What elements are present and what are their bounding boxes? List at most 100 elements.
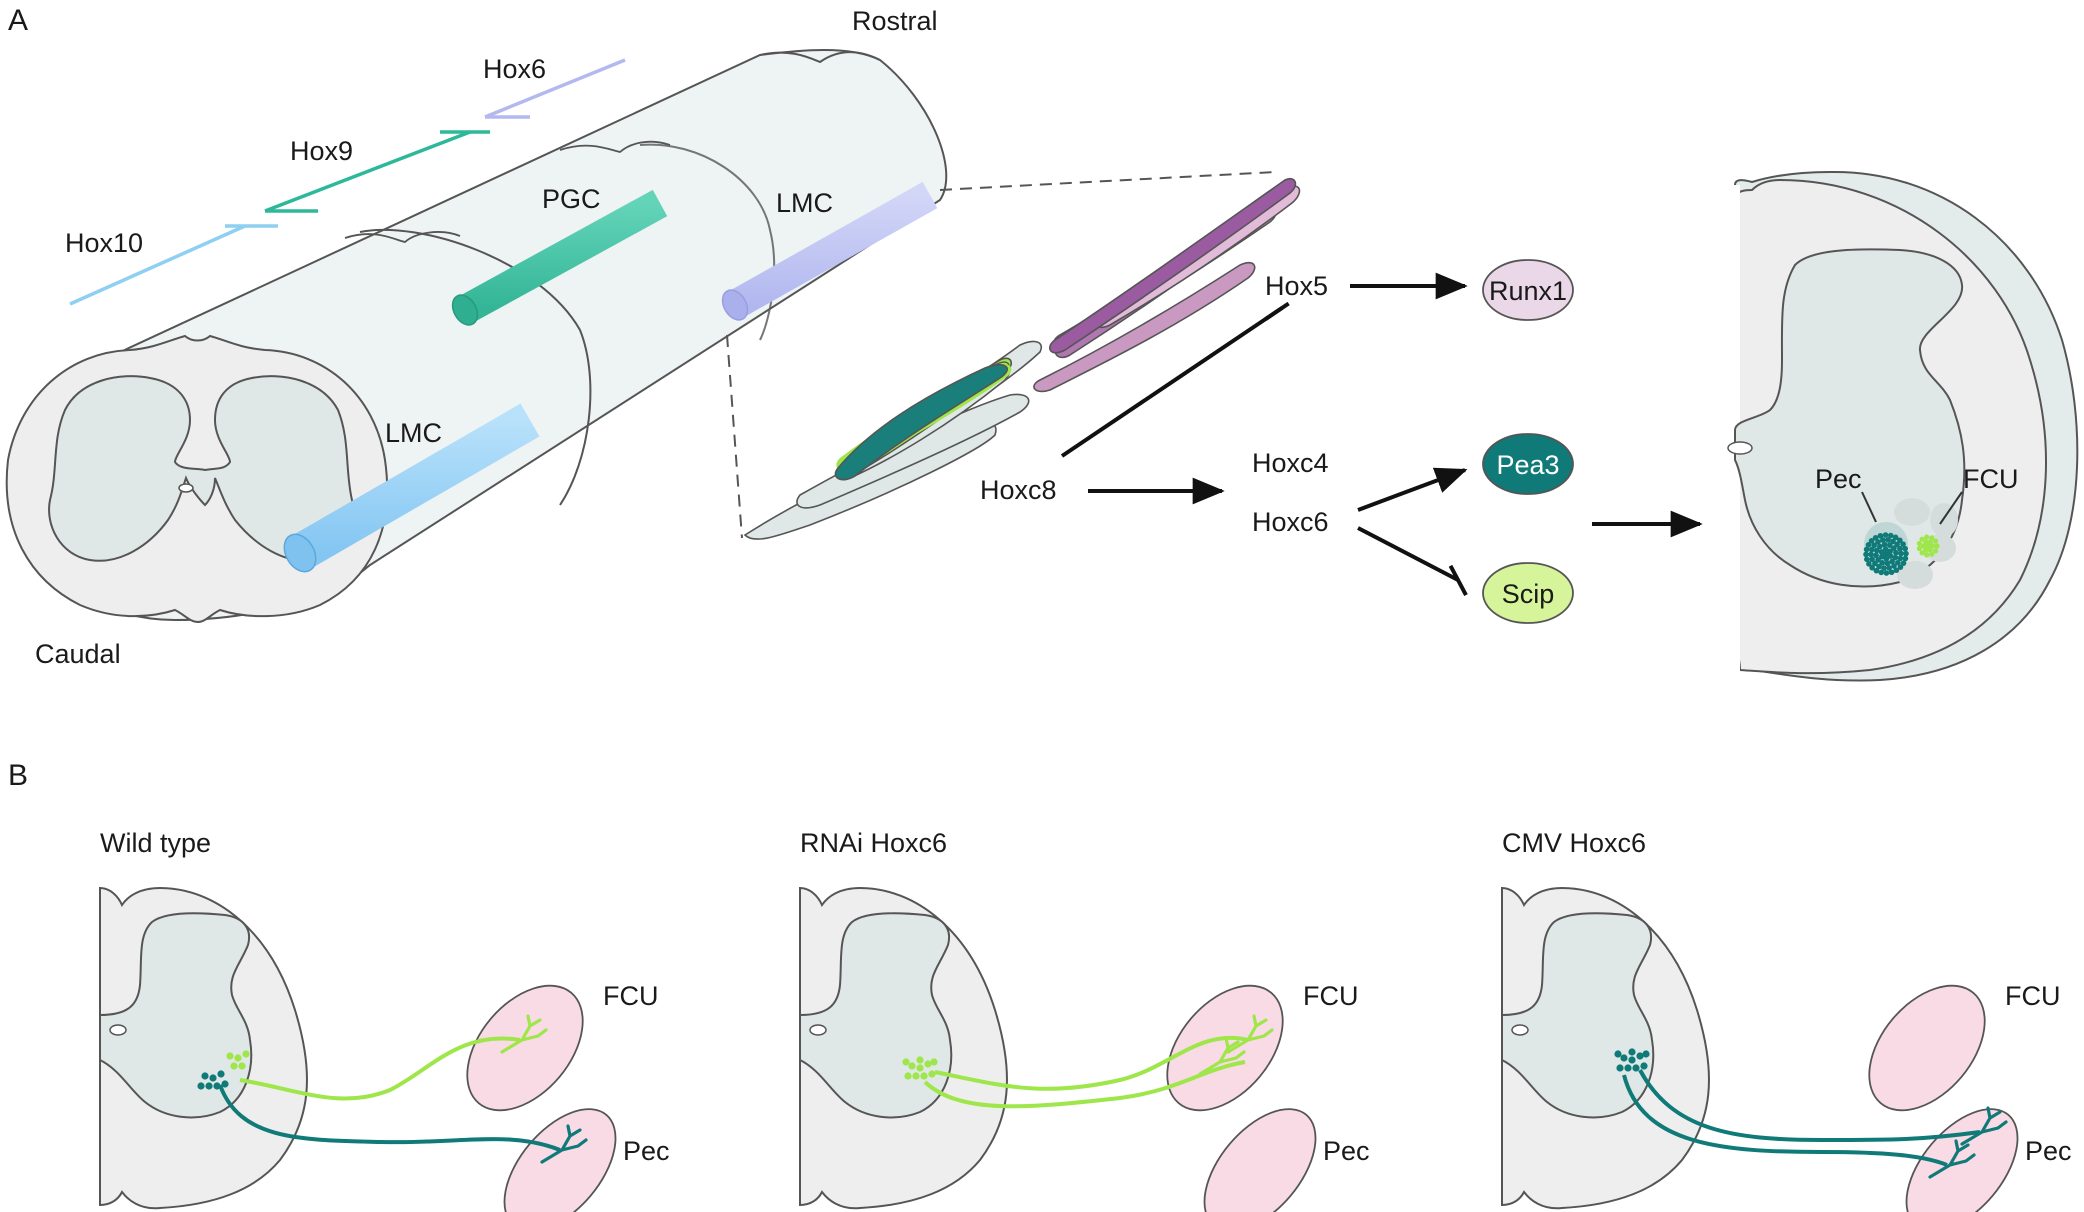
fcu-neuron-dot — [1925, 543, 1931, 549]
hox10-label: Hox10 — [65, 228, 143, 258]
pec-muscle-label: Pec — [623, 1136, 670, 1166]
pec-neuron-dot — [1614, 1050, 1622, 1058]
hoxc8-label: Hoxc8 — [980, 475, 1057, 505]
pec-neuron-dot — [221, 1080, 229, 1088]
pec-neuron-dot — [1876, 563, 1882, 570]
pec-neuron-dot — [1873, 547, 1880, 554]
fcu-neuron-dot — [1923, 547, 1929, 553]
pec-neuron-dot — [1636, 1052, 1644, 1060]
pec-neuron-dot — [1877, 543, 1883, 550]
fcu-neuron-dot — [1920, 543, 1927, 549]
pec-muscle — [1203, 1108, 1317, 1212]
pec-muscle-label: Pec — [2025, 1136, 2072, 1166]
fcu-neuron-dot — [1924, 552, 1930, 558]
pec-neuron-dot — [1882, 546, 1889, 553]
fcu-muscle-label: FCU — [1303, 981, 1359, 1011]
pec-neuron-dot — [1878, 549, 1885, 555]
pec-neuron-dot — [1882, 532, 1889, 538]
zoom-line-top — [939, 171, 1276, 191]
right-hemicord: Pec FCU — [1727, 170, 2079, 690]
hoxc6-pea3-arrow — [1357, 467, 1468, 512]
fcu-neuron-dot — [1929, 551, 1935, 557]
hox5-label: Hox5 — [1265, 271, 1328, 301]
pec-neuron-dot — [1902, 555, 1909, 562]
runx1-label: Runx1 — [1489, 276, 1567, 306]
pec-neuron-dot — [213, 1082, 221, 1090]
lmc-rostral-column — [721, 181, 938, 321]
pec-neuron-dot — [1875, 539, 1881, 545]
caudal-cross-section — [5, 334, 389, 624]
pgc-label: PGC — [542, 184, 601, 214]
pea3-node — [1482, 433, 1574, 495]
pec-neuron-dot — [1892, 554, 1899, 561]
pec-neuron-dot — [1863, 556, 1870, 563]
hoxc6-label: Hoxc6 — [1252, 507, 1329, 537]
fcu-neuron-dot — [238, 1062, 246, 1070]
fcu-neuron-dot — [1932, 538, 1939, 544]
axon-branch — [1960, 1106, 2008, 1146]
grey-matter — [1501, 912, 1655, 1119]
pec-neuron-dot — [1884, 560, 1891, 567]
condition-title: CMV Hoxc6 — [1502, 828, 1646, 858]
hox6-label: Hox6 — [483, 54, 546, 84]
fcu-axon — [239, 1036, 521, 1101]
grey-matter — [99, 912, 253, 1119]
fcu-neuron-dot — [1927, 547, 1933, 553]
central-canal — [1511, 1024, 1529, 1036]
axon-branch — [1928, 1139, 1976, 1179]
pec-neuron-dot — [1642, 1050, 1650, 1058]
lmc-caudal-column — [283, 403, 540, 573]
pec-neuron-dot — [1887, 532, 1894, 539]
regulatory-network: Hox5 Runx1 Hoxc8 Hoxc4 Hoxc6 Pea3 Scip — [980, 259, 1703, 624]
pec-muscle — [1905, 1108, 2019, 1212]
pec-neuron-dot — [1886, 542, 1893, 548]
pec-neuron-dot — [1892, 534, 1899, 541]
pgc-column — [451, 189, 668, 326]
motor-pool-zoom — [743, 177, 1301, 540]
pec-neuron-dot — [1887, 548, 1893, 555]
fcu-neuron-dot — [1924, 534, 1930, 540]
fcu-neuron-dot — [904, 1072, 912, 1080]
fcu-neuron-dot — [924, 1060, 932, 1068]
fcu-neuron-dot — [1929, 543, 1936, 549]
pec-muscle — [503, 1108, 617, 1212]
pea3-label: Pea3 — [1496, 450, 1559, 480]
scip-label: Scip — [1502, 579, 1555, 609]
runx1-node — [1482, 259, 1574, 321]
pec-neuron-dot — [197, 1082, 205, 1090]
pec-neuron-dot — [1903, 550, 1909, 557]
pec-neuron-dot — [1902, 545, 1909, 552]
pec-neuron-dot — [1885, 537, 1891, 543]
pec-neuron-dot — [1883, 555, 1890, 562]
condition-title: Wild type — [100, 828, 211, 858]
pec-neuron-dot — [1628, 1048, 1636, 1056]
fcu-neuron-dot — [230, 1062, 238, 1070]
pec-neuron-dot — [1875, 557, 1881, 563]
fcu-axon — [934, 1035, 1249, 1091]
fcu-muscle — [466, 984, 584, 1112]
pec-neuron-dot — [1628, 1056, 1636, 1064]
pec-neuron-dot — [1869, 564, 1875, 571]
pec-neuron-dot — [1878, 569, 1885, 576]
pec-neuron-dot — [1869, 556, 1875, 563]
pec-neuron-dot — [1879, 553, 1885, 560]
fcu-neuron-dot — [920, 1072, 928, 1080]
pec-neuron-dot — [1863, 551, 1869, 558]
pec-neuron-dot — [1868, 551, 1874, 558]
fcu-neuron-dot — [916, 1056, 924, 1064]
pec-neuron-dot — [1900, 560, 1907, 566]
fcu-neuron-dot — [930, 1058, 938, 1066]
fcu-neuron-dot — [908, 1062, 916, 1070]
fcu-pool-cluster — [1916, 534, 1940, 558]
pec-neuron-dot — [1881, 565, 1887, 571]
pec-neuron-dot — [1887, 553, 1894, 559]
pec-neuron-dot — [1866, 561, 1872, 567]
pec-neuron-dot — [1889, 558, 1895, 565]
pec-neuron-dot — [1877, 532, 1884, 539]
pec-neuron-dot — [201, 1072, 209, 1080]
pec-neuron-dot — [1886, 565, 1892, 571]
pec-neuron-dot — [1894, 541, 1900, 548]
pec-neuron-dot — [1897, 564, 1904, 570]
condition-panel-0: Wild type FCU Pec — [99, 828, 670, 1212]
hoxc4-label: Hoxc4 — [1252, 448, 1329, 478]
